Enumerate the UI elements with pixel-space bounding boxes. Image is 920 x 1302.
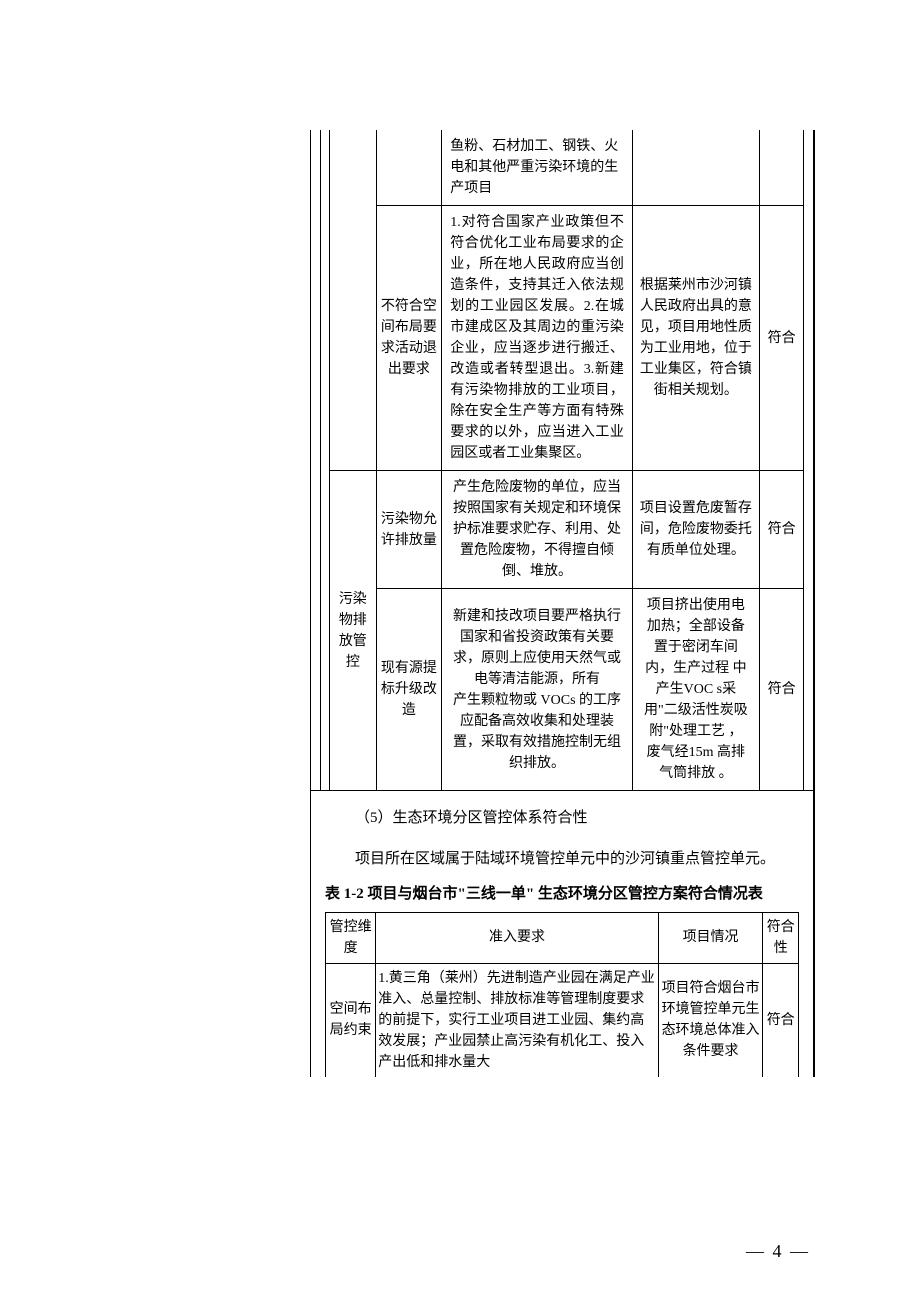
outer-cell-left-2	[320, 130, 330, 791]
t1-r4-c5-p1: 新建和技改项目要严格执行国家和省投资政策有关要求，原则上应使用天然气或电等清洁能…	[446, 606, 628, 690]
section5-text: 项目所在区域属于陆域环境管控单元中的沙河镇重点管控单元。	[325, 846, 799, 873]
table2-caption: 表 1-2 项目与烟台市"三线一单" 生态环境分区管控方案符合情况表	[325, 883, 799, 906]
t2-r1-c1: 空间布局约束	[326, 963, 376, 1077]
t1-r4-c7: 符合	[759, 589, 803, 791]
t1-r2-c4: 不符合空间布局要求活动退出要求	[376, 206, 442, 471]
t2-h1: 管控维度	[326, 912, 376, 963]
t1-r1-c6	[632, 130, 759, 206]
t1-r1-c5: 鱼粉、石材加工、钢铁、火电和其他严重污染环境的生产项目	[442, 130, 633, 206]
outer-cell-right	[804, 130, 814, 791]
t2-r1-c4: 符合	[763, 963, 799, 1077]
t1-r4-c5: 新建和技改项目要严格执行国家和省投资政策有关要求，原则上应使用天然气或电等清洁能…	[442, 589, 633, 791]
outer-cell-left-1	[311, 130, 321, 791]
t2-r1-c2: 1.黄三角（莱州）先进制造产业园在满足产业准入、总量控制、排放标准等管理制度要求…	[376, 963, 659, 1077]
t1-r3-c4: 污染物允许排放量	[376, 471, 442, 589]
t2-h4: 符合性	[763, 912, 799, 963]
t1-r4-c6: 项目挤出使用电加热；全部设备置于密闭车间内，生产过程 中产生VOC s采用"二级…	[632, 589, 759, 791]
t1-r2-c5: 1.对符合国家产业政策但不符合优化工业布局要求的企业，所在地人民政府应当创造条件…	[442, 206, 633, 471]
page-number: — 4 —	[746, 1241, 810, 1262]
t2-r1-c3: 项目符合烟台市环境管控单元生态环境总体准入条件要求	[658, 963, 763, 1077]
t1-r3-c7: 符合	[759, 471, 803, 589]
t1-r3-c3: 污染物排放管控	[330, 471, 377, 791]
table-2: 管控维度 准入要求 项目情况 符合性 空间布局约束 1.黄三角（莱州）先进制造产…	[325, 912, 799, 1077]
t1-r2-c7: 符合	[759, 206, 803, 471]
section5-label: （5）生态环境分区管控体系符合性	[325, 805, 799, 832]
t1-r4-c4: 现有源提标升级改造	[376, 589, 442, 791]
table-1: 鱼粉、石材加工、钢铁、火电和其他严重污染环境的生产项目 不符合空间布局要求活动退…	[310, 130, 815, 1077]
t1-r1-c3	[330, 130, 377, 471]
t2-h3: 项目情况	[658, 912, 763, 963]
t1-r4-c5-p2: 产生颗粒物或 VOCs 的工序应配备高效收集和处理装置，采取有效措施控制无组织排…	[446, 690, 628, 774]
page-container: 鱼粉、石材加工、钢铁、火电和其他严重污染环境的生产项目 不符合空间布局要求活动退…	[0, 0, 920, 1302]
t1-r1-c7	[759, 130, 803, 206]
t2-h2: 准入要求	[376, 912, 659, 963]
t1-r1-c4	[376, 130, 442, 206]
t1-r2-c6: 根据莱州市沙河镇人民政府出具的意见，项目用地性质为工业用地，位于工业集区，符合镇…	[632, 206, 759, 471]
t1-r3-c6: 项目设置危废暂存间，危险废物委托有质单位处理。	[632, 471, 759, 589]
t1-r3-c5: 产生危险废物的单位，应当按照国家有关规定和环境保护标准要求贮存、利用、处置危险废…	[442, 471, 633, 589]
section-cell: （5）生态环境分区管控体系符合性 项目所在区域属于陆域环境管控单元中的沙河镇重点…	[311, 791, 815, 1077]
